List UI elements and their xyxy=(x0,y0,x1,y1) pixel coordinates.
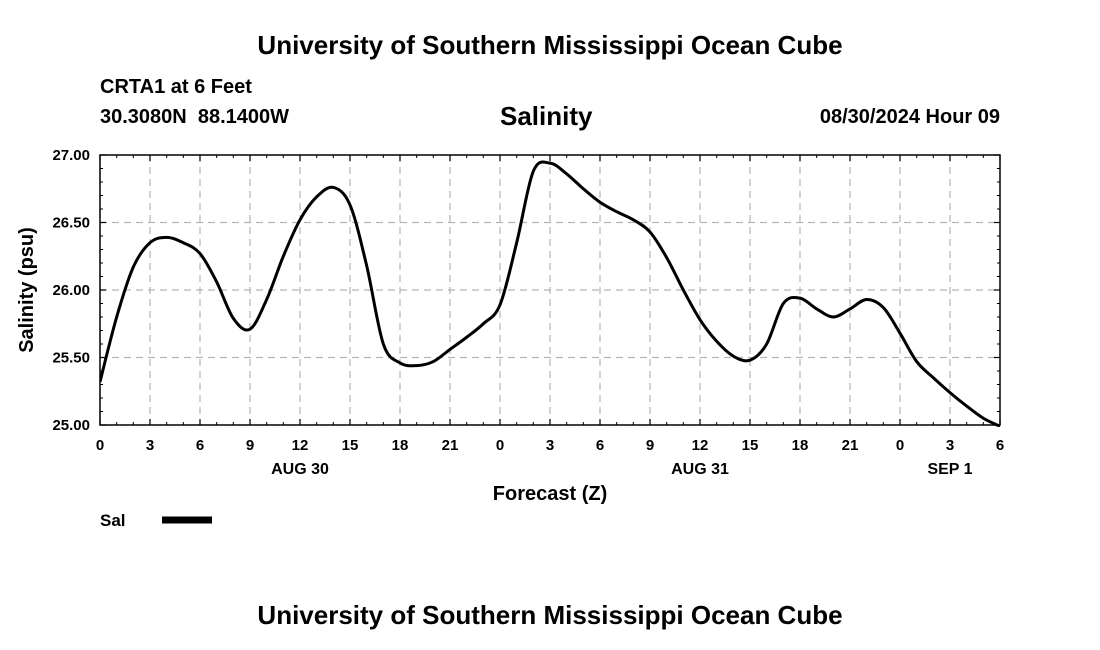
x-tick-label: 3 xyxy=(946,437,954,454)
x-tick-label: 12 xyxy=(292,437,309,454)
x-tick-label: 6 xyxy=(996,437,1004,454)
x-tick-label: 3 xyxy=(146,437,154,454)
x-tick-label: 15 xyxy=(742,437,759,454)
x-date-label: AUG 31 xyxy=(671,461,729,478)
chart-series xyxy=(100,160,1000,427)
x-tick-label: 3 xyxy=(546,437,554,454)
x-tick-label: 21 xyxy=(842,437,859,454)
chart-grid xyxy=(100,155,1000,425)
y-axis-label: Salinity (psu) xyxy=(16,227,38,353)
plot-frame xyxy=(99,154,1001,426)
x-tick-label: 6 xyxy=(196,437,204,454)
x-tick-label: 0 xyxy=(96,437,104,454)
x-tick-label: 6 xyxy=(596,437,604,454)
x-tick-label: 0 xyxy=(496,437,504,454)
x-date-label: SEP 1 xyxy=(927,461,972,478)
x-tick-label: 21 xyxy=(442,437,459,454)
y-tick-label: 25.00 xyxy=(52,417,90,434)
x-tick-label: 9 xyxy=(246,437,254,454)
x-tick-label: 0 xyxy=(896,437,904,454)
x-axis-label: Forecast (Z) xyxy=(493,483,607,505)
y-tick-label: 25.50 xyxy=(52,350,90,367)
y-tick-label: 26.50 xyxy=(52,215,90,232)
chart-labels: 0 3 6 9 12 15 18 21 0 3 6 9 12 15 18 21 0 3 6 25.00 25.50 26.… xyxy=(52,147,1004,478)
station-label: CRTA1 at 6 Feet xyxy=(100,76,252,98)
forecast-timestamp: 08/30/2024 Hour 09 xyxy=(819,106,1000,128)
x-tick-label: 15 xyxy=(342,437,359,454)
x-tick-label: 18 xyxy=(792,437,809,454)
x-date-label: AUG 30 xyxy=(271,461,329,478)
x-tick-label: 9 xyxy=(646,437,654,454)
page-title-top: University of Southern Mississippi Ocean… xyxy=(257,30,843,60)
legend-label: Sal xyxy=(100,511,126,530)
station-coordinates: 30.3080N 88.1400W xyxy=(100,106,290,128)
page-title-bottom: University of Southern Mississippi Ocean… xyxy=(257,600,843,630)
x-tick-label: 18 xyxy=(392,437,409,454)
x-tick-label: 12 xyxy=(692,437,709,454)
chart-title: Salinity xyxy=(500,101,593,131)
y-tick-label: 26.00 xyxy=(52,282,90,299)
y-tick-label: 27.00 xyxy=(52,147,90,164)
series-line-sal xyxy=(100,160,1000,427)
